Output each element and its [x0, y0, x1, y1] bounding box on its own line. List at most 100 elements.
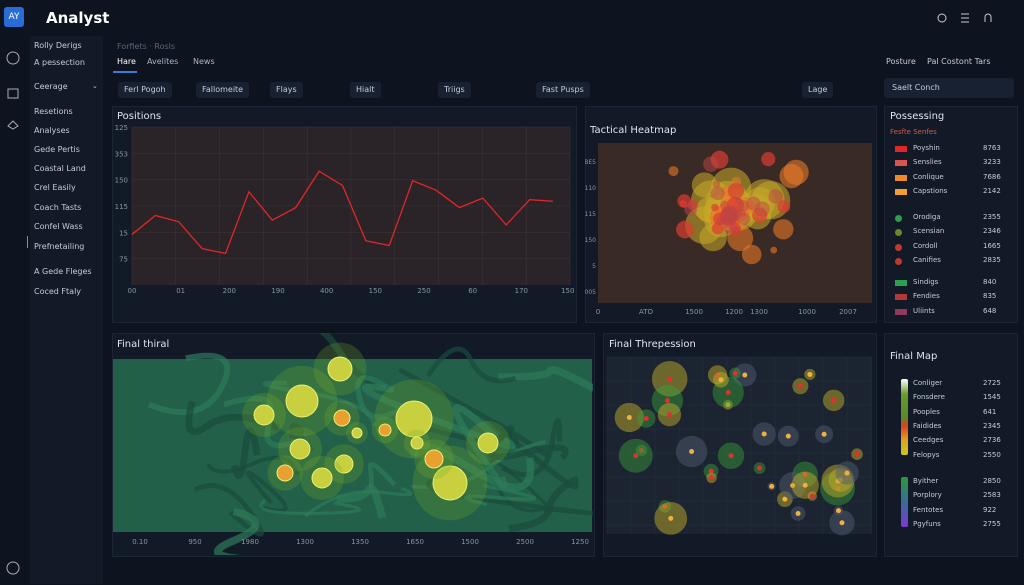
hotspot	[351, 427, 363, 439]
legend-value: 641	[983, 407, 997, 416]
hotspot	[334, 454, 354, 474]
sidebar-item[interactable]: Confel Wass	[34, 222, 83, 231]
legend-value: 2583	[983, 491, 1001, 500]
legend-value: 648	[983, 306, 997, 315]
toolbar-button[interactable]: Triigs	[438, 82, 471, 98]
legend-label: Sindigs	[913, 278, 939, 286]
point	[708, 468, 714, 474]
point	[668, 515, 674, 521]
toolbar-button[interactable]: Flays	[270, 82, 303, 98]
sidebar-item[interactable]: Coced Ftaly	[34, 287, 82, 296]
point	[689, 449, 695, 455]
tab[interactable]: Avelites	[147, 57, 179, 66]
heat-blob	[703, 156, 719, 172]
sidebar-item[interactable]: Crel Easily	[34, 183, 76, 192]
heat-blob	[716, 216, 726, 226]
contour	[147, 352, 231, 416]
legend-label: Porplory	[913, 491, 942, 500]
point	[802, 482, 808, 488]
toolbar-button[interactable]: Lage	[802, 82, 834, 98]
sidebar-item[interactable]: Gede Pertis	[34, 145, 80, 154]
legend-label: Fonsdere	[913, 393, 945, 402]
hotspot	[333, 409, 351, 427]
tab[interactable]: News	[193, 57, 215, 66]
point	[718, 377, 724, 383]
legend-label: Senslies	[913, 158, 942, 167]
final-third-map: 0.10 950 1980 1300 1350 1650 1500 2500 1250	[113, 333, 593, 555]
contour	[367, 462, 397, 490]
legend-value: 3233	[983, 158, 1001, 167]
x-tick-label: 190	[271, 287, 284, 295]
x-tick-label: 250	[417, 287, 430, 295]
legend-value: 2736	[983, 436, 1001, 445]
top-icons	[937, 13, 992, 23]
legend-value: 2142	[983, 186, 1001, 195]
point	[807, 371, 813, 377]
legend-value: 1545	[983, 393, 1001, 402]
x-tick-label: 200	[223, 287, 236, 295]
sidebar-item[interactable]: Resetions	[34, 107, 73, 116]
point	[664, 398, 670, 404]
x-tick-label: 1250	[571, 538, 589, 546]
legend-label: Felopys	[913, 450, 940, 459]
contour	[213, 507, 260, 555]
x-tick-label: 1650	[406, 538, 424, 546]
tab[interactable]: Posture	[886, 57, 916, 66]
toolbar-button[interactable]: Hialt	[350, 82, 381, 98]
sidebar-item[interactable]: A Gede Fleges	[34, 267, 92, 276]
hotspot	[424, 449, 444, 469]
select[interactable]: Saelt Conch	[884, 78, 1014, 98]
hotspot	[285, 384, 319, 418]
toolbar-button[interactable]: Fast Pusps	[536, 82, 590, 98]
sidebar-item[interactable]: Coastal Land	[34, 164, 86, 173]
legend-label: Poyshin	[913, 144, 940, 152]
contour	[230, 427, 261, 479]
x-tick-label: 1200	[725, 308, 743, 316]
y-tick-label: 115	[115, 203, 128, 211]
swatch	[895, 257, 902, 265]
legend-label: Fendies	[913, 292, 940, 301]
x-tick-label: 1500	[461, 538, 479, 546]
x-tick-label: 0.10	[132, 538, 148, 546]
legend-label: Conliger	[913, 379, 943, 387]
sidebar-item[interactable]: Coach Tasts	[34, 203, 82, 212]
sidebar-item[interactable]: Prefnetailing	[34, 242, 85, 251]
legend-label: Cordoll	[913, 241, 938, 250]
sidebar-item[interactable]: Rolly Derigs	[34, 41, 82, 50]
legend-label: Faidides	[913, 421, 942, 430]
tab[interactable]: Pal Costont Tars	[927, 57, 991, 66]
heat-blob	[773, 219, 794, 240]
hotspot	[395, 400, 433, 438]
heat-blob	[668, 166, 679, 177]
legend-value: 835	[983, 292, 997, 301]
swatch	[895, 174, 907, 181]
legend-value: 2725	[983, 379, 1001, 387]
toolbar-button[interactable]: Ferl Pogoh	[118, 82, 172, 98]
hotspot	[477, 432, 499, 454]
heat-blob	[741, 244, 762, 265]
toolbar-button[interactable]: Fallomeite	[196, 82, 250, 98]
app-title: Analyst	[46, 9, 110, 27]
swatch	[895, 280, 907, 286]
y-tick-label: 150	[585, 237, 596, 244]
swatch	[895, 146, 907, 152]
heat-blob	[770, 246, 778, 254]
sidebar-item[interactable]: A pessection	[34, 58, 85, 67]
x-tick-label: 1500	[561, 287, 575, 295]
sidebar-item[interactable]: Ceerage	[34, 82, 68, 91]
x-tick-label: 00	[128, 287, 137, 295]
tab[interactable]: Hare	[117, 57, 136, 66]
point	[831, 397, 837, 403]
pitch-bg	[607, 357, 872, 534]
sidebar-item[interactable]: Analyses	[34, 126, 70, 135]
point	[638, 447, 644, 453]
swatch	[895, 243, 902, 251]
point	[709, 475, 715, 481]
legend-value: 840	[983, 278, 997, 286]
panel-title: Tactical Heatmap	[590, 125, 677, 136]
point	[769, 483, 775, 489]
line-chart: 125 353 150 115 15 75 00 01 200 190 400 150 250 60 170…	[115, 124, 575, 295]
legend-label: Fentotes	[913, 505, 944, 514]
panel-title: Possessing	[890, 111, 945, 122]
